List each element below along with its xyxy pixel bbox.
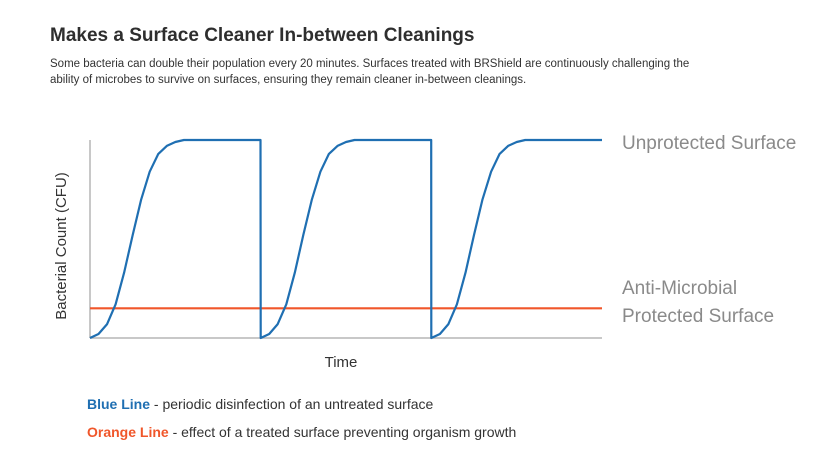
- y-axis-label: Bacterial Count (CFU): [53, 172, 70, 320]
- line-label-protected-1: Anti-Microbial: [622, 278, 737, 299]
- legend-orange-line: Orange Line - effect of a treated surfac…: [87, 424, 516, 440]
- legend-orange-text: - effect of a treated surface preventing…: [168, 424, 517, 440]
- line-label-unprotected: Unprotected Surface: [622, 133, 796, 154]
- legend-blue-text: - periodic disinfection of an untreated …: [150, 396, 434, 412]
- chart-title: Makes a Surface Cleaner In-between Clean…: [50, 25, 475, 46]
- x-axis-label: Time: [325, 354, 358, 371]
- line-label-protected-2: Protected Surface: [622, 306, 774, 327]
- series-line-unprotected: [89, 138, 602, 340]
- legend-orange-key: Orange Line: [87, 424, 169, 440]
- chart-description: Some bacteria can double their populatio…: [50, 58, 690, 86]
- legend-blue-key: Blue Line: [87, 396, 151, 412]
- legend-blue-line: Blue Line - periodic disinfection of an …: [87, 396, 433, 412]
